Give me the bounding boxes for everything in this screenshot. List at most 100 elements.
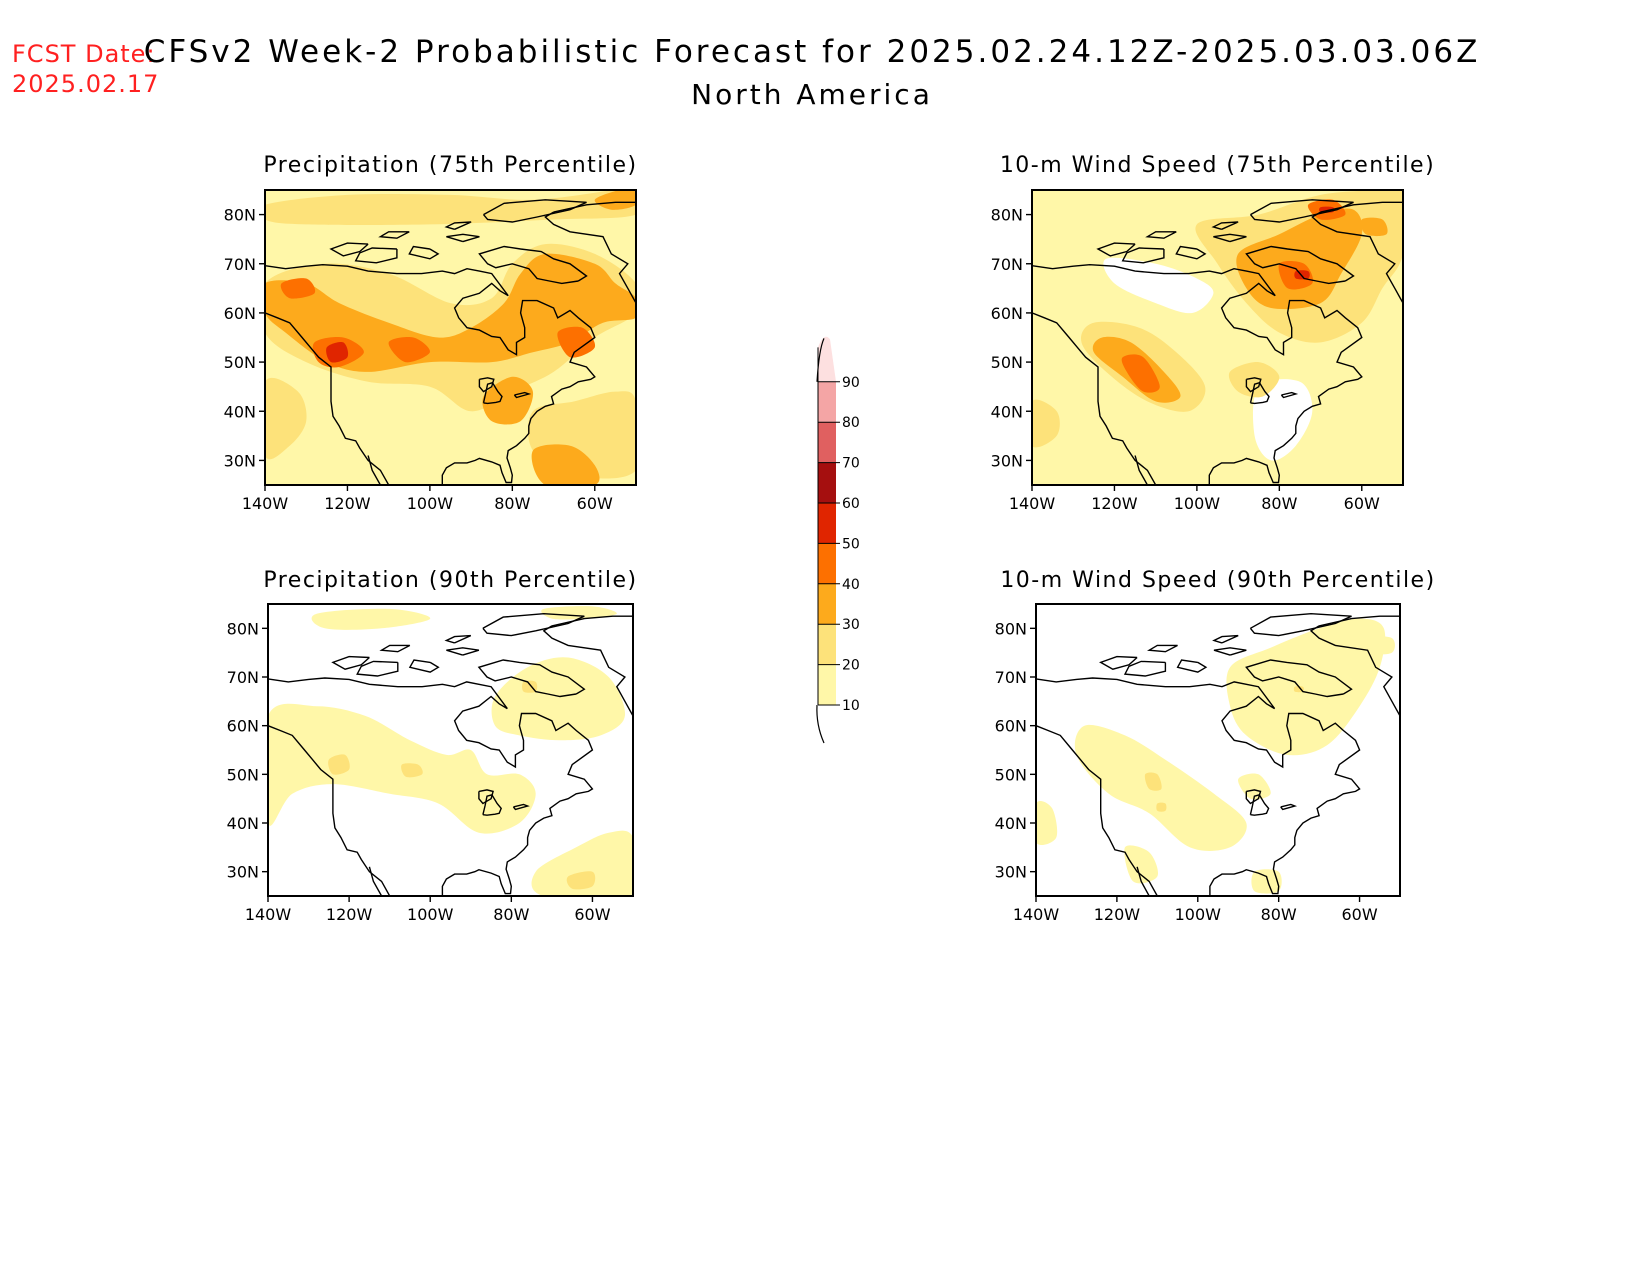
lon-tick-label: 120W [324, 494, 371, 513]
panel-wind-90: 10-m Wind Speed (90th Percentile) 140W 120… [995, 568, 1435, 924]
coastline [331, 655, 370, 670]
probability-field [265, 190, 636, 485]
probability-contour [1228, 362, 1280, 398]
lon-tick-label: 80W [493, 905, 529, 924]
coastline [1309, 615, 1400, 717]
coastline [542, 615, 633, 717]
colorbar-segment [818, 336, 836, 382]
coastline [1175, 245, 1207, 260]
colorbar-end-curve [816, 338, 825, 382]
coastline [378, 231, 410, 239]
coastline [444, 221, 472, 230]
coastlines [1036, 612, 1400, 896]
lat-tick-label: 40N [991, 402, 1023, 421]
coastline [1145, 231, 1177, 239]
probability-field [268, 604, 633, 896]
lon-tick-label: 140W [1013, 905, 1060, 924]
probability-contour [265, 377, 307, 460]
colorbar-segment [818, 543, 836, 584]
lat-tick-label: 50N [991, 353, 1023, 372]
lon-tick-label: 80W [1261, 905, 1297, 924]
lon-tick-label: 140W [245, 905, 292, 924]
coastline [482, 793, 503, 816]
lon-tick-label: 100W [407, 494, 454, 513]
lon-tick-label: 140W [242, 494, 289, 513]
probability-contour [1156, 802, 1167, 812]
lat-tick-label: 60N [995, 717, 1027, 736]
coastline [1311, 201, 1403, 304]
coastlines [1032, 199, 1403, 485]
panel-precip-75: Precipitation (75th Percentile) 140W 120W 1… [224, 153, 637, 513]
coastline [265, 312, 390, 485]
probability-field [1036, 604, 1400, 896]
coastline [368, 866, 383, 896]
coastline [478, 245, 588, 285]
panel-precip-90: Precipitation (90th Percentile) 140W 120W 1… [227, 568, 636, 924]
coastline [1121, 247, 1165, 264]
coastlines [268, 612, 633, 896]
coastline [354, 247, 398, 264]
probability-contour [1294, 270, 1310, 280]
coastline [544, 201, 636, 304]
colorbar-label: 60 [842, 496, 860, 512]
lon-tick-label: 120W [1094, 905, 1141, 924]
lat-tick-label: 80N [991, 206, 1023, 225]
coastline [1099, 655, 1138, 670]
figure-title: CFSv2 Week-2 Probabilistic Forecast for … [144, 34, 1481, 70]
coastline [512, 803, 530, 811]
lon-tick-label: 60W [1341, 905, 1377, 924]
coastline [1136, 866, 1150, 896]
lon-tick-label: 80W [1261, 494, 1297, 513]
probability-contour [326, 341, 349, 363]
colorbar-label: 20 [842, 658, 860, 674]
coastlines [265, 199, 636, 485]
fcst-date-value: 2025.02.17 [12, 70, 159, 98]
coastline [1176, 659, 1208, 673]
lat-tick-label: 40N [227, 814, 259, 833]
lat-tick-label: 40N [224, 402, 256, 421]
map-frame [267, 603, 634, 897]
lat-tick-label: 70N [227, 668, 259, 687]
coastline [1212, 634, 1239, 644]
lon-tick-label: 140W [1009, 494, 1056, 513]
colorbar-segment [818, 381, 836, 423]
probability-contour [1360, 217, 1388, 237]
colorbar-segment [818, 624, 836, 665]
coastline [446, 647, 480, 656]
probability-contour [1036, 801, 1058, 845]
probability-contour [1236, 208, 1363, 310]
coastline [379, 644, 411, 653]
probability-contour [1364, 636, 1395, 655]
lon-tick-label: 100W [1174, 494, 1221, 513]
coastline [1249, 199, 1354, 223]
probability-contour [1103, 257, 1214, 314]
lat-tick-label: 30N [995, 863, 1027, 882]
coastline [477, 659, 586, 698]
map-frame [1035, 603, 1401, 897]
coastline [1032, 312, 1157, 485]
coastline [1245, 789, 1262, 805]
colorbar-label: 10 [842, 698, 860, 714]
coastline [1249, 793, 1270, 816]
coastline [1146, 644, 1178, 653]
colorbar-label: 50 [842, 536, 860, 552]
coastline [1245, 245, 1355, 285]
lon-tick-label: 120W [1091, 494, 1138, 513]
coastline [1280, 391, 1299, 399]
lat-tick-label: 70N [995, 668, 1027, 687]
probability-contour [1124, 845, 1159, 884]
lat-tick-label: 70N [991, 255, 1023, 274]
figure-subtitle: North America [691, 78, 933, 111]
colorbar-segment [818, 422, 836, 463]
probability-contour [280, 278, 316, 299]
colorbar-label: 40 [842, 577, 860, 593]
lat-tick-label: 60N [224, 304, 256, 323]
probability-field [1032, 190, 1403, 485]
colorbar-label: 30 [842, 617, 860, 633]
coastline [1032, 263, 1363, 485]
probability-contour [401, 763, 423, 778]
map-frame [264, 189, 637, 486]
coastline [446, 233, 480, 243]
lat-tick-label: 60N [991, 304, 1023, 323]
